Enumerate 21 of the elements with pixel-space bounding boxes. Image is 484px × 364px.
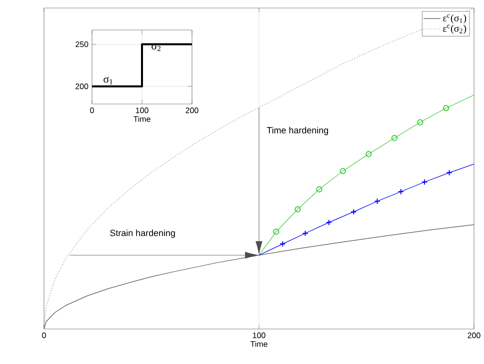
point: [366, 150, 372, 158]
point: [442, 105, 450, 112]
annotation: Time hardening: [266, 126, 328, 136]
point: [294, 206, 301, 212]
point: [446, 170, 452, 176]
point: [340, 168, 346, 174]
point: [350, 208, 357, 215]
legend-label: ε$^{c}$(σ$_{1}$): [443, 14, 466, 24]
point: [326, 219, 332, 226]
point: [374, 198, 380, 204]
point: [391, 134, 398, 142]
annotation: σ$_{1}$: [104, 77, 112, 84]
point: [421, 178, 428, 186]
point: [280, 240, 286, 248]
point: [417, 119, 424, 126]
point: [273, 228, 280, 235]
legend-label: ε$^{c}$(σ$_{2}$): [443, 24, 466, 34]
point: [316, 186, 322, 192]
point: [398, 188, 404, 195]
annotation: Strain hardening: [110, 230, 175, 238]
point: [302, 230, 308, 236]
